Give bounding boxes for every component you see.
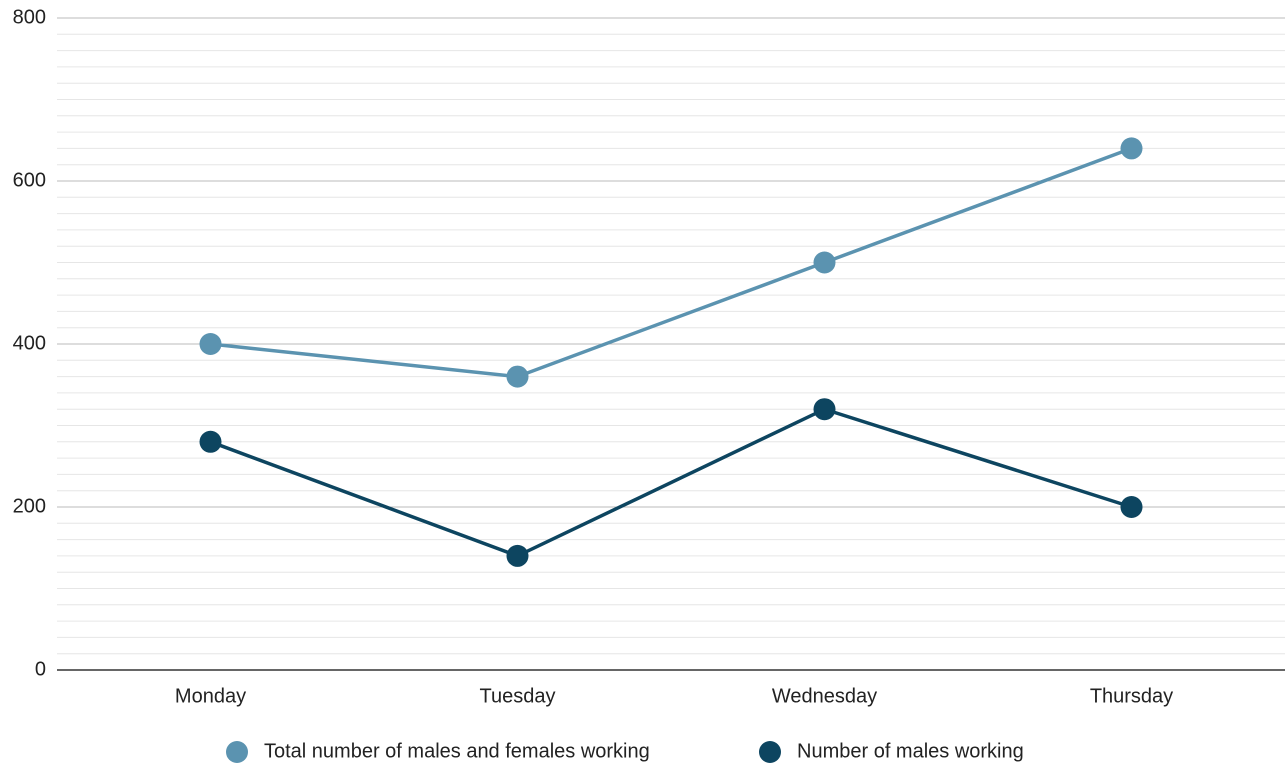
legend-label: Total number of males and females workin… xyxy=(264,740,650,762)
y-tick-label: 0 xyxy=(35,658,46,680)
data-point xyxy=(813,251,836,274)
data-point xyxy=(506,544,529,567)
data-point xyxy=(1120,496,1143,518)
x-tick-label: Monday xyxy=(175,685,246,707)
series-line xyxy=(209,407,1133,558)
x-tick-label: Thursday xyxy=(1090,685,1173,707)
x-tick-label: Tuesday xyxy=(480,685,556,707)
data-point xyxy=(506,365,529,388)
x-tick-label: Wednesday xyxy=(772,685,877,707)
series-line xyxy=(210,146,1133,379)
y-tick-label: 800 xyxy=(13,6,46,28)
legend-marker xyxy=(759,741,781,763)
data-point xyxy=(1120,137,1143,160)
data-point xyxy=(199,333,222,355)
data-point xyxy=(199,430,222,453)
y-tick-label: 600 xyxy=(13,169,46,191)
y-tick-label: 400 xyxy=(13,332,46,354)
y-tick-label: 200 xyxy=(13,495,46,517)
legend-marker xyxy=(226,741,248,763)
legend-label: Number of males working xyxy=(797,740,1024,762)
data-point xyxy=(813,398,836,421)
